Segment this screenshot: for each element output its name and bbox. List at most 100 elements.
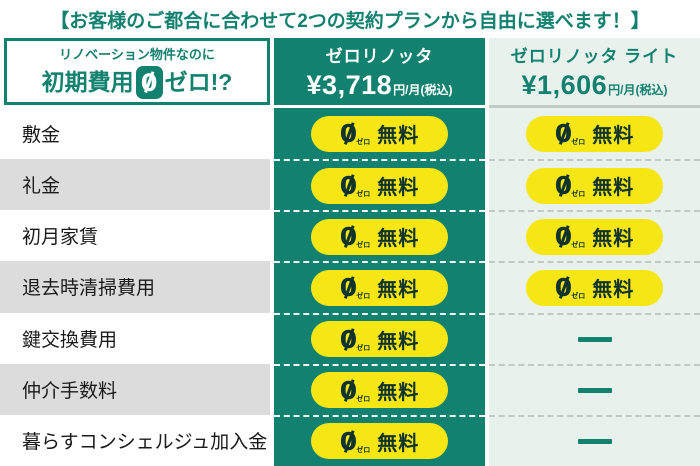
plan2-value-cell: 0 ゼロ 無料 (489, 108, 700, 160)
zero-sub-label: ゼロ (571, 191, 586, 199)
zero-wrap: 0 ゼロ (555, 275, 585, 300)
zero-free-badge: 0 ゼロ 無料 (526, 269, 663, 306)
zero-sub-label: ゼロ (356, 242, 371, 250)
free-label: 無料 (592, 177, 635, 200)
free-label: 無料 (377, 330, 420, 353)
plan1-value-cell: 0 ゼロ 無料 (274, 312, 485, 364)
free-label: 無料 (377, 381, 420, 404)
plan2-price: ¥1,606 円/月(税込) (522, 70, 668, 101)
zero-glyph: 0 (554, 171, 573, 201)
zero-wrap: 0 ゼロ (340, 173, 370, 198)
zero-sub-label: ゼロ (571, 139, 586, 147)
row-label-cell: 鍵交換費用 (0, 312, 270, 364)
zero-wrap: 0 ゼロ (340, 121, 370, 146)
plan1-value-cell: 0 ゼロ 無料 (274, 261, 485, 313)
plan2-price-amount: ¥1,606 (521, 70, 608, 100)
plan1-value-cell: 0 ゼロ 無料 (274, 108, 485, 160)
zero-badge-icon: 0 (135, 66, 163, 99)
free-label: 無料 (592, 125, 635, 148)
zero-wrap: 0 ゼロ (340, 327, 370, 352)
zero-sub-label: ゼロ (571, 242, 586, 250)
dash-icon: — (577, 387, 612, 393)
zero-wrap: 0 ゼロ (340, 224, 370, 249)
comparison-table: リノベーション物件なのに 初期費用 0 ゼロ!? ゼロリノッタ ¥3,718 円… (0, 38, 700, 466)
row-label-cell: 仲介手数料 (0, 363, 270, 415)
zero-sub-label: ゼロ (356, 293, 371, 301)
free-label: 無料 (592, 228, 635, 251)
zero-sub-label: ゼロ (356, 191, 371, 199)
zero-glyph: 0 (554, 273, 573, 303)
zero-free-badge: 0 ゼロ 無料 (311, 321, 448, 358)
zero-sub-label: ゼロ (571, 293, 586, 301)
zero-glyph: 0 (339, 171, 358, 201)
zero-sub-label: ゼロ (356, 395, 371, 403)
zero-glyph: 0 (554, 222, 573, 252)
plan1-name: ゼロリノッタ (325, 47, 434, 66)
zero-wrap: 0 ゼロ (555, 224, 585, 249)
free-label: 無料 (592, 279, 635, 302)
zero-free-badge: 0 ゼロ 無料 (311, 167, 448, 204)
zero-wrap: 0 ゼロ (340, 275, 370, 300)
zero-wrap: 0 ゼロ (340, 378, 370, 403)
row-label: 鍵交換費用 (22, 329, 118, 351)
zero-sub-label: ゼロ (356, 446, 371, 454)
zero-glyph: 0 (339, 222, 358, 252)
plan2-value-cell: 0 ゼロ 無料 (489, 210, 700, 262)
plan1-price: ¥3,718 円/月(税込) (307, 70, 453, 101)
plan1-value-cell: 0 ゼロ 無料 (274, 210, 485, 262)
zero-wrap: 0 ゼロ (555, 173, 585, 198)
zero-wrap: 0 ゼロ (340, 429, 370, 454)
row-label: 敷金 (22, 125, 61, 147)
zero-glyph: 0 (554, 119, 573, 149)
row-label-cell: 退去時清掃費用 (0, 261, 270, 313)
plan2-value-cell: 0 ゼロ 無料 (489, 159, 700, 211)
free-label: 無料 (377, 125, 420, 148)
zero-free-badge: 0 ゼロ 無料 (311, 372, 448, 409)
free-label: 無料 (377, 177, 420, 200)
zero-free-badge: 0 ゼロ 無料 (526, 218, 663, 255)
plan1-header: ゼロリノッタ ¥3,718 円/月(税込) (274, 38, 485, 105)
zero-free-badge: 0 ゼロ 無料 (311, 218, 448, 255)
plan2-value-cell: 0 ゼロ 無料 (489, 261, 700, 313)
feature-header-title-pre: 初期費用 (41, 69, 134, 95)
zero-free-badge: 0 ゼロ 無料 (311, 423, 448, 460)
plan1-value-cell: 0 ゼロ 無料 (274, 159, 485, 211)
zero-glyph: 0 (339, 375, 358, 405)
zero-sub-label: ゼロ (356, 139, 371, 147)
zero-glyph: 0 (339, 119, 358, 149)
plan2-price-unit: 円/月(税込) (608, 83, 668, 97)
zero-sub-label: ゼロ (356, 344, 371, 352)
feature-header-title-post: ゼロ!? (164, 69, 233, 95)
plan2-header: ゼロリノッタ ライト ¥1,606 円/月(税込) (489, 38, 700, 105)
free-label: 無料 (377, 228, 420, 251)
dash-icon: — (577, 336, 612, 342)
plan1-value-cell: 0 ゼロ 無料 (274, 363, 485, 415)
header-gap-right (489, 105, 700, 108)
plan1-price-unit: 円/月(税込) (393, 83, 453, 97)
feature-header-subtitle: リノベーション物件なのに (59, 47, 215, 62)
plan2-value-cell: — (489, 312, 700, 364)
free-label: 無料 (377, 432, 420, 455)
plan2-name: ゼロリノッタ ライト (510, 47, 679, 66)
page-title: 【お客様のご都合に合わせて2つの契約プランから自由に選べます！】 (50, 10, 650, 32)
row-label: 暮らすコンシェルジュ加入金 (22, 431, 268, 453)
zero-free-badge: 0 ゼロ 無料 (311, 115, 448, 152)
zero-free-badge: 0 ゼロ 無料 (526, 167, 663, 204)
dash-icon: — (577, 438, 612, 444)
row-label: 礼金 (22, 176, 61, 198)
plan2-value-cell: — (489, 363, 700, 415)
zero-free-badge: 0 ゼロ 無料 (311, 269, 448, 306)
plan1-value-cell: 0 ゼロ 無料 (274, 414, 485, 466)
zero-glyph: 0 (339, 426, 358, 456)
row-label: 仲介手数料 (22, 380, 118, 402)
zero-glyph: 0 (339, 273, 358, 303)
zero-wrap: 0 ゼロ (555, 121, 585, 146)
zero-glyph: 0 (140, 68, 158, 97)
plan2-value-cell: — (489, 414, 700, 466)
zero-glyph: 0 (339, 324, 358, 354)
zero-free-badge: 0 ゼロ 無料 (526, 115, 663, 152)
row-label-cell: 初月家賃 (0, 210, 270, 262)
free-label: 無料 (377, 279, 420, 302)
feature-column-header: リノベーション物件なのに 初期費用 0 ゼロ!? (4, 38, 270, 105)
